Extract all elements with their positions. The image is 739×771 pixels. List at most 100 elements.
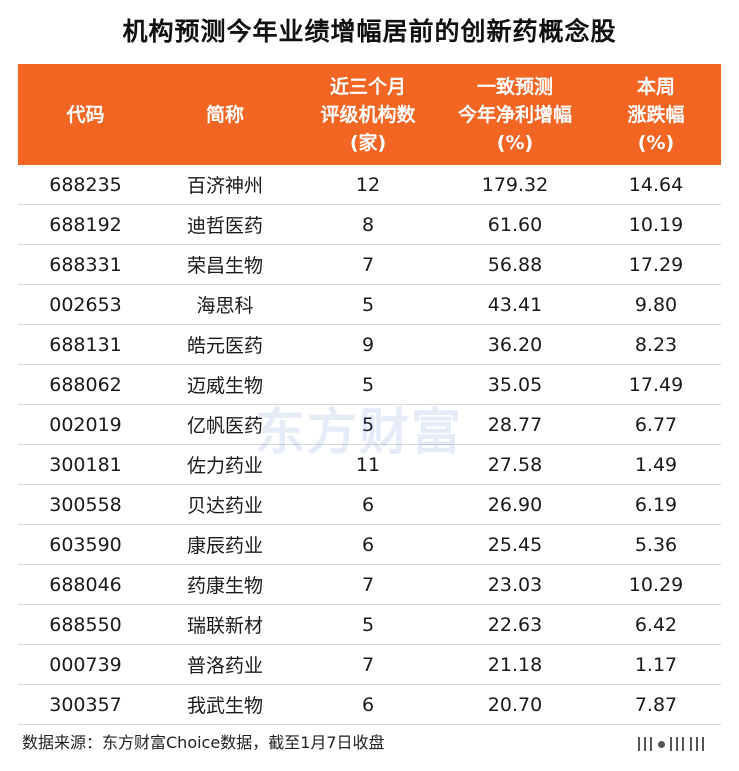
- cell-agencies: 12: [355, 173, 381, 196]
- cell-profit-growth: 43.41: [487, 293, 543, 316]
- table-row: 688550 瑞联新材 5 22.63 6.42: [18, 605, 721, 645]
- table-title: 机构预测今年业绩增幅居前的创新药概念股: [122, 17, 617, 46]
- cell-agencies: 7: [361, 653, 375, 676]
- cell-weekly-change: 1.49: [634, 453, 678, 476]
- cell-weekly-change: 14.64: [628, 173, 684, 196]
- table-body: 688235 百济神州 12 179.32 14.64 688192 迪哲医药 8 61.60 1…: [18, 165, 721, 725]
- table-row: 603590 康辰药业 6 25.45 5.36: [18, 525, 721, 565]
- cell-name: 皓元医药: [186, 335, 263, 357]
- cell-code: 002653: [49, 293, 122, 316]
- cell-name: 迪哲医药: [186, 215, 263, 237]
- cell-agencies: 5: [361, 293, 375, 316]
- cell-agencies: 6: [361, 533, 375, 556]
- cell-agencies: 11: [355, 453, 381, 476]
- source-note: 数据来源：东方财富Choice数据，截至1月7日收盘: [22, 733, 385, 752]
- cell-profit-growth: 22.63: [487, 613, 543, 636]
- cell-code: 688131: [49, 333, 122, 356]
- cell-code: 603590: [49, 533, 122, 556]
- cell-name: 普洛药业: [186, 655, 263, 677]
- cell-code: 688192: [49, 213, 122, 236]
- cell-profit-growth: 27.58: [487, 453, 543, 476]
- cell-name: 康辰药业: [186, 535, 263, 557]
- cell-code: 688331: [49, 253, 122, 276]
- cell-profit-growth: 56.88: [487, 253, 543, 276]
- header-profit-growth: 一致预测 今年净利增幅 (%): [457, 75, 572, 154]
- cell-agencies: 5: [361, 413, 375, 436]
- bar-icon: [676, 737, 678, 751]
- cell-profit-growth: 21.18: [487, 653, 543, 676]
- cell-profit-growth: 61.60: [487, 213, 543, 236]
- cell-code: 688046: [49, 573, 122, 596]
- table-row: 000739 普洛药业 7 21.18 1.17: [18, 645, 721, 685]
- cell-name: 佐力药业: [186, 455, 263, 477]
- table-row: 688131 皓元医药 9 36.20 8.23: [18, 325, 721, 365]
- cell-name: 亿帆医药: [186, 415, 263, 437]
- table-row: 688235 百济神州 12 179.32 14.64: [18, 165, 721, 205]
- bar-icon: [682, 737, 684, 751]
- cell-code: 688062: [49, 373, 122, 396]
- cell-weekly-change: 17.29: [628, 253, 684, 276]
- bar-icon: [702, 737, 704, 751]
- table-row: 688046 药康生物 7 23.03 10.29: [18, 565, 721, 605]
- cell-name: 荣昌生物: [186, 255, 263, 277]
- cell-weekly-change: 6.42: [634, 613, 678, 636]
- cell-profit-growth: 25.45: [487, 533, 543, 556]
- cell-code: 300181: [49, 453, 122, 476]
- cell-weekly-change: 7.87: [634, 693, 678, 716]
- cell-profit-growth: 20.70: [487, 693, 543, 716]
- cell-name: 海思科: [196, 295, 254, 317]
- table-row: 688331 荣昌生物 7 56.88 17.29: [18, 245, 721, 285]
- table-row: 002653 海思科 5 43.41 9.80: [18, 285, 721, 325]
- cell-weekly-change: 8.23: [634, 333, 678, 356]
- cell-profit-growth: 26.90: [487, 493, 543, 516]
- cell-agencies: 5: [361, 613, 375, 636]
- cell-code: 002019: [49, 413, 122, 436]
- cell-profit-growth: 36.20: [487, 333, 543, 356]
- cell-weekly-change: 10.19: [628, 213, 684, 236]
- cell-code: 300558: [49, 493, 122, 516]
- bar-icon: [670, 737, 672, 751]
- cell-weekly-change: 1.17: [634, 653, 678, 676]
- bar-icon: [644, 737, 646, 751]
- dot-icon: [658, 741, 665, 748]
- cell-name: 药康生物: [186, 575, 263, 597]
- toolbar-icons: [638, 737, 718, 751]
- cell-weekly-change: 17.49: [628, 373, 684, 396]
- cell-profit-growth: 23.03: [487, 573, 543, 596]
- table-row: 300357 我武生物 6 20.70 7.87: [18, 685, 721, 725]
- cell-agencies: 9: [361, 333, 375, 356]
- cell-weekly-change: 9.80: [634, 293, 678, 316]
- cell-profit-growth: 35.05: [487, 373, 543, 396]
- cell-code: 300357: [49, 693, 122, 716]
- header-agencies: 近三个月 评级机构数 (家): [320, 75, 416, 154]
- header-code: 代码: [66, 103, 105, 126]
- header-name: 简称: [205, 103, 244, 126]
- table-row: 688192 迪哲医药 8 61.60 10.19: [18, 205, 721, 245]
- cell-agencies: 5: [361, 373, 375, 396]
- cell-agencies: 7: [361, 253, 375, 276]
- table-row: 688062 迈威生物 5 35.05 17.49: [18, 365, 721, 405]
- bar-icon: [696, 737, 698, 751]
- cell-code: 688550: [49, 613, 122, 636]
- cell-profit-growth: 179.32: [481, 173, 549, 196]
- cell-code: 688235: [49, 173, 122, 196]
- table-row: 002019 亿帆医药 5 28.77 6.77: [18, 405, 721, 445]
- table-row: 300558 贝达药业 6 26.90 6.19: [18, 485, 721, 525]
- cell-name: 我武生物: [186, 695, 263, 717]
- cell-agencies: 6: [361, 693, 375, 716]
- cell-agencies: 7: [361, 573, 375, 596]
- cell-weekly-change: 10.29: [628, 573, 684, 596]
- cell-name: 瑞联新材: [186, 615, 263, 637]
- cell-agencies: 6: [361, 493, 375, 516]
- cell-name: 迈威生物: [186, 375, 263, 397]
- cell-name: 百济神州: [186, 175, 263, 197]
- bar-icon: [650, 737, 652, 751]
- cell-name: 贝达药业: [186, 495, 263, 517]
- cell-weekly-change: 6.19: [634, 493, 678, 516]
- cell-weekly-change: 6.77: [634, 413, 678, 436]
- cell-code: 000739: [49, 653, 122, 676]
- cell-profit-growth: 28.77: [487, 413, 543, 436]
- cell-weekly-change: 5.36: [634, 533, 678, 556]
- cell-agencies: 8: [361, 213, 375, 236]
- bar-icon: [638, 737, 640, 751]
